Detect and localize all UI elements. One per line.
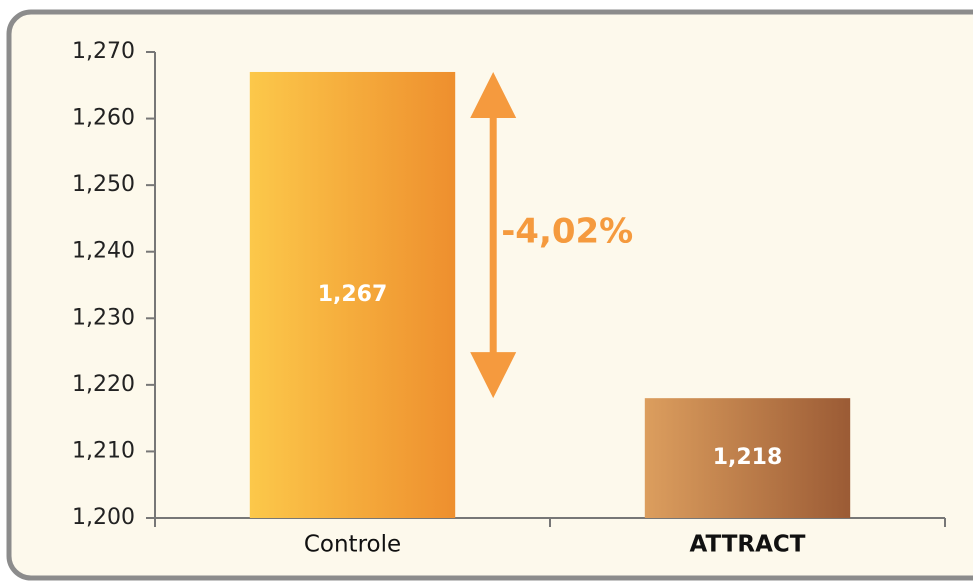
y-tick-label: 1,210	[72, 438, 135, 463]
y-tick-label: 1,240	[72, 239, 135, 264]
y-tick-label: 1,260	[72, 106, 135, 131]
y-tick-label: 1,230	[72, 305, 135, 330]
y-tick-label: 1,270	[72, 39, 135, 64]
y-tick-label: 1,200	[72, 505, 135, 530]
annotation: -4,02%	[501, 212, 633, 252]
arrow-head	[470, 71, 517, 118]
y-tick-label: 1,220	[72, 372, 135, 397]
value-label: 1,218	[713, 445, 783, 470]
arrow-head	[470, 352, 517, 399]
y-tick-label: 1,250	[72, 172, 135, 197]
bar	[644, 398, 851, 518]
bar	[249, 71, 456, 518]
x-tick-label: ATTRACT	[690, 532, 806, 558]
x-tick-label: Controle	[304, 532, 401, 558]
value-label: 1,267	[318, 282, 388, 307]
